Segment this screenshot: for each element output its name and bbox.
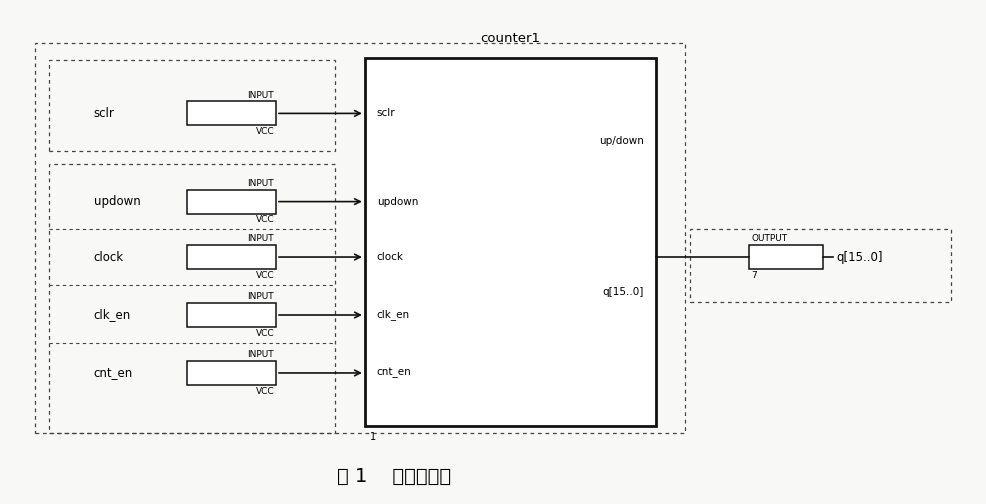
Text: clock: clock: [377, 252, 403, 262]
Bar: [365, 58, 656, 426]
Text: counter1: counter1: [480, 32, 540, 45]
Text: q[15..0]: q[15..0]: [836, 250, 882, 264]
Bar: [187, 361, 276, 385]
Text: VCC: VCC: [255, 215, 274, 224]
Text: INPUT: INPUT: [247, 292, 274, 301]
Text: cnt_en: cnt_en: [94, 366, 133, 380]
Text: INPUT: INPUT: [247, 350, 274, 359]
Text: clock: clock: [94, 250, 124, 264]
Bar: [187, 303, 276, 327]
Text: cnt_en: cnt_en: [377, 368, 411, 378]
Bar: [187, 101, 276, 125]
Bar: [187, 190, 276, 214]
Text: VCC: VCC: [255, 387, 274, 396]
Text: clk_en: clk_en: [377, 309, 410, 321]
Text: sclr: sclr: [94, 107, 114, 120]
Bar: [690, 229, 951, 302]
Text: clk_en: clk_en: [94, 308, 131, 322]
Text: up/down: up/down: [599, 136, 644, 146]
Text: VCC: VCC: [255, 271, 274, 280]
Text: VCC: VCC: [255, 127, 274, 136]
Text: INPUT: INPUT: [247, 234, 274, 243]
Bar: [187, 245, 276, 269]
Text: updown: updown: [94, 195, 140, 208]
Text: 图 1    原理输入图: 图 1 原理输入图: [337, 467, 452, 486]
Text: INPUT: INPUT: [247, 91, 274, 100]
Text: INPUT: INPUT: [247, 179, 274, 188]
Bar: [49, 60, 335, 151]
Bar: [749, 245, 823, 269]
Text: VCC: VCC: [255, 329, 274, 338]
Text: OUTPUT: OUTPUT: [751, 234, 788, 243]
Text: q[15..0]: q[15..0]: [602, 287, 644, 297]
Text: sclr: sclr: [377, 108, 395, 118]
Bar: [49, 164, 335, 433]
Text: updown: updown: [377, 197, 418, 207]
Text: 7: 7: [751, 271, 757, 280]
Text: 1: 1: [370, 432, 376, 442]
